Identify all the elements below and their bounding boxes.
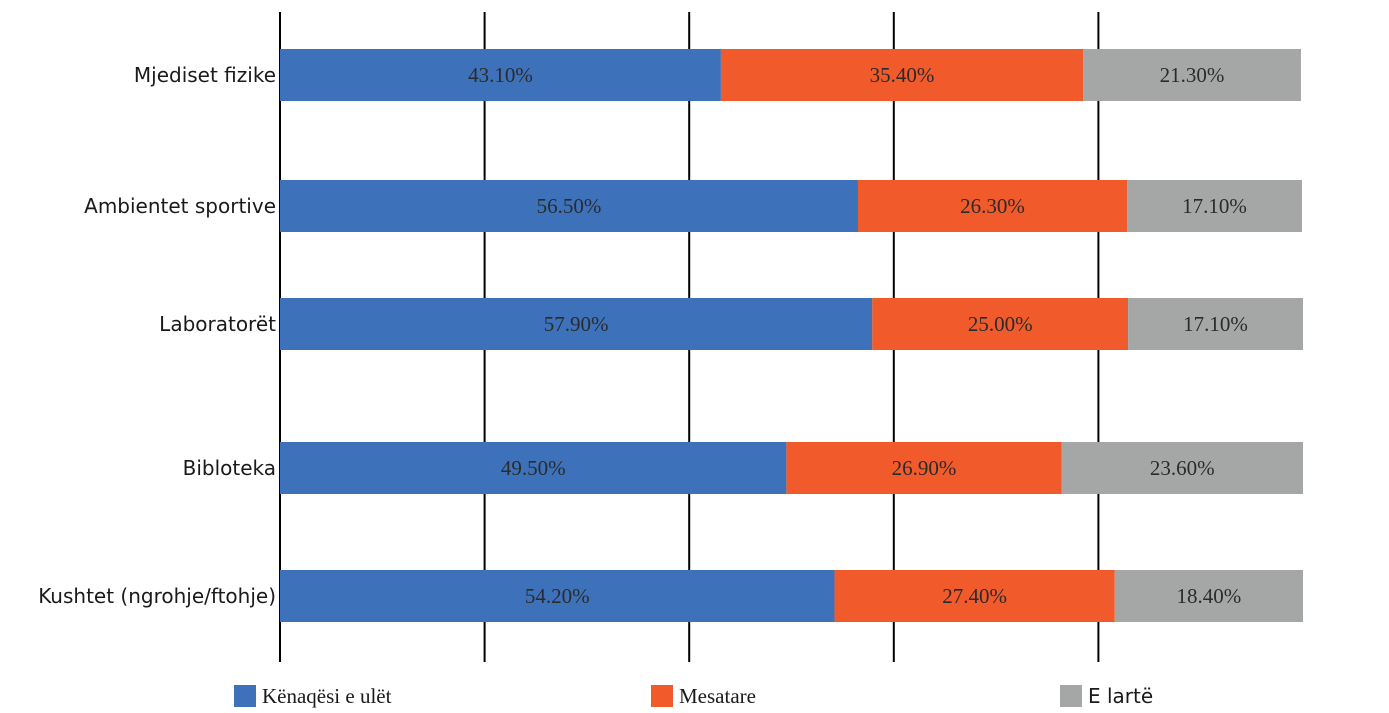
data-label: 57.90% [544,312,609,336]
legend-label: E lartë [1088,684,1153,708]
data-label: 23.60% [1150,456,1215,480]
bar-segment [857,180,1128,232]
bar-segment [834,570,1115,622]
legend-item: E lartë [1060,684,1153,708]
bar-segment [1061,442,1303,494]
data-label: 25.00% [968,312,1033,336]
legend-item: Kënaqësi e ulët [234,684,392,708]
category-label: Laboratorët [159,312,276,336]
legend-item: Mesatare [651,684,756,708]
bar-segment [1127,180,1302,232]
bar-segment [280,298,873,350]
data-label: 27.40% [942,584,1007,608]
category-label: Kushtet (ngrohje/ftohje) [38,584,276,608]
data-label: 56.50% [537,194,602,218]
data-label: 17.10% [1182,194,1247,218]
data-label: 26.90% [892,456,957,480]
category-label: Ambientet sportive [84,194,276,218]
data-label: 17.10% [1183,312,1248,336]
bar-segment [872,298,1129,350]
bar-segment [786,442,1062,494]
data-label: 26.30% [960,194,1025,218]
bar-segment [280,49,721,101]
bar-segment [280,180,858,232]
legend-swatch [234,685,256,707]
bar-segment [280,442,787,494]
bar-segment [720,49,1084,101]
category-labels: Mjediset fizike Ambientet sportive Laborat… [38,63,276,608]
legend: Kënaqësi e ulët Mesatare E lartë [234,684,1153,708]
data-label: 43.10% [468,63,533,87]
category-label: Mjediset fizike [134,63,276,87]
category-label: Bibloteka [183,456,276,480]
bar-segment [1083,49,1301,101]
legend-swatch [1060,685,1082,707]
data-label: 49.50% [501,456,566,480]
bar-segment [280,570,835,622]
data-label: 21.30% [1160,63,1225,87]
bars: 43.10% 35.40% 21.30% 56.50% 26.30% 17.10% 57.9… [280,49,1303,622]
legend-label: Kënaqësi e ulët [262,684,392,708]
data-label: 35.40% [870,63,935,87]
legend-label: Mesatare [679,684,756,708]
data-label: 18.40% [1177,584,1242,608]
data-label: 54.20% [525,584,590,608]
bar-segment [1128,298,1303,350]
bar-segment [1114,570,1303,622]
legend-swatch [651,685,673,707]
